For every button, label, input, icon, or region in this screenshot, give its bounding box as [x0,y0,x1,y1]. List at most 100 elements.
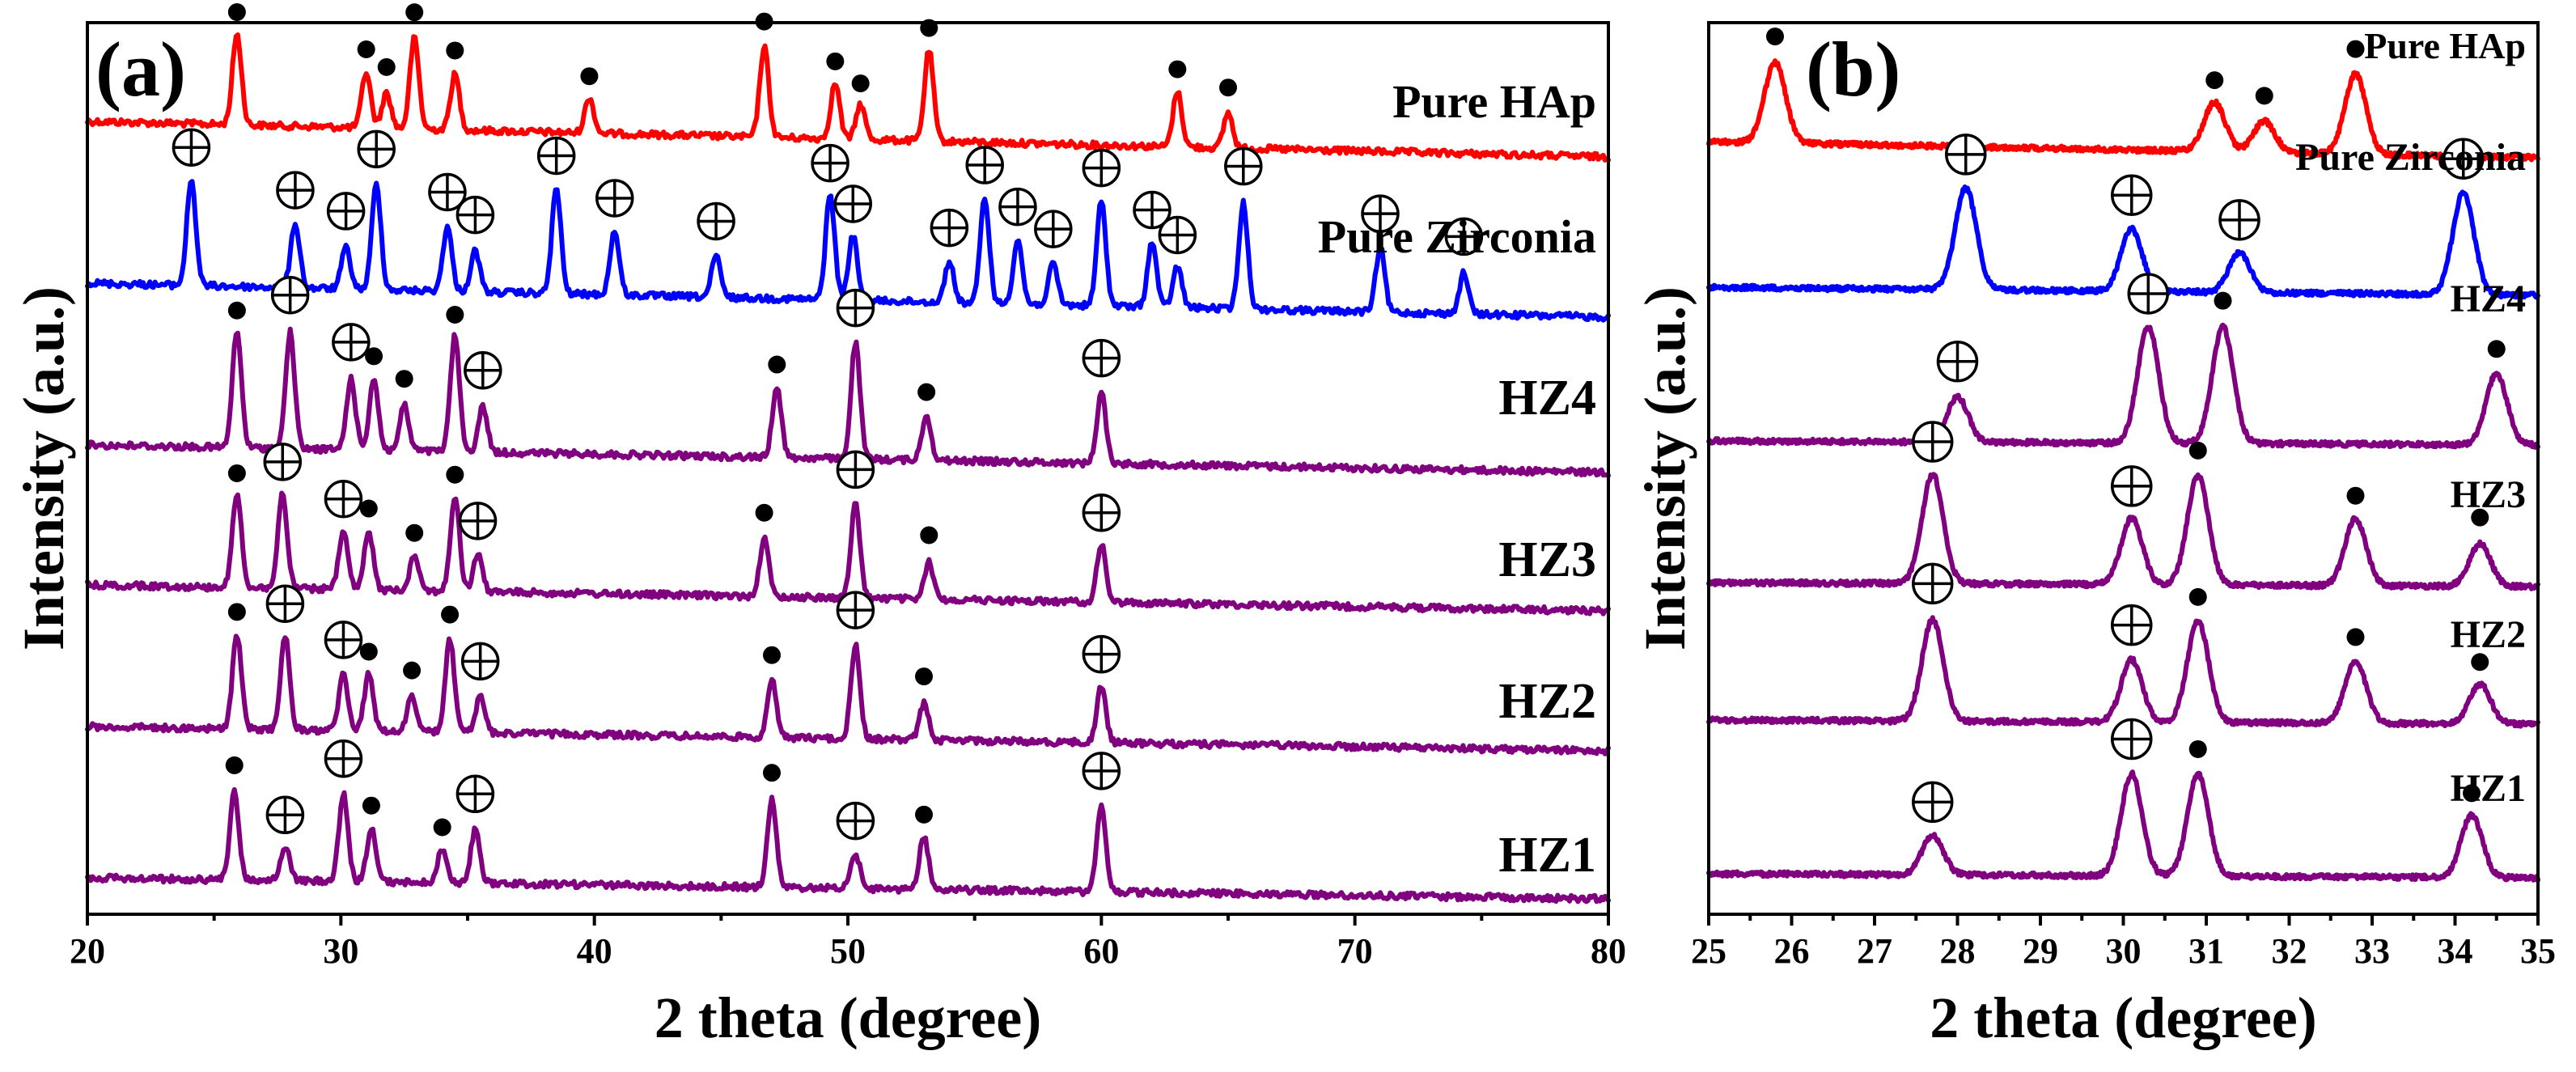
zirconia-peak-marker [326,192,366,231]
x-tick-label: 29 [2023,931,2058,971]
series-line-hz1 [1706,769,2540,883]
x-tick-label: 80 [1591,931,1626,971]
hap-peak-marker [395,370,413,388]
hap-peak-marker [359,499,378,518]
hap-peak-marker [580,67,599,86]
hap-peak-marker [359,642,378,661]
hap-peak-marker [362,796,380,815]
series-line-hz4 [85,326,1611,478]
hap-peak-marker [2188,739,2207,758]
hap-peak-marker [227,301,246,320]
zirconia-peak-marker [2443,138,2485,180]
hap-peak-marker [446,41,464,60]
zirconia-peak-marker [324,480,363,519]
series-line-pure-zirconia [1706,184,2540,300]
x-axis-label: 2 theta (degree) [655,985,1041,1050]
y-axis-label: Intensity (a.u.) [11,286,76,650]
hap-peak-marker [2471,508,2489,527]
zirconia-peak-marker [836,450,875,489]
zirconia-peak-marker [172,128,211,167]
zirconia-peak-marker [536,136,576,176]
x-tick-label: 25 [1691,931,1727,971]
hap-peak-marker [225,756,244,774]
zirconia-peak-marker [428,172,467,212]
series-label-hz1: HZ1 [2451,767,2526,810]
panel-label: (a) [95,26,186,112]
hap-peak-marker [915,667,933,686]
zirconia-peak-marker [1224,146,1263,186]
zirconia-peak-marker [965,146,1004,184]
hap-peak-marker [357,40,375,58]
zirconia-peak-marker [265,584,305,623]
series-label-hz2: HZ2 [2451,613,2526,656]
zirconia-peak-marker [324,739,363,778]
zirconia-peak-marker [836,591,875,629]
hap-peak-marker [2346,486,2365,505]
zirconia-peak-marker [930,208,969,248]
zirconia-peak-marker [1912,781,1954,824]
zirconia-peak-marker [460,642,500,681]
series-label-pure-zirconia: Pure Zirconia [1318,210,1596,263]
x-tick-label: 28 [1940,931,1976,971]
zirconia-peak-marker [455,774,495,814]
series-label-hz1: HZ1 [1498,828,1596,883]
zirconia-peak-marker [1936,341,1979,383]
x-tick-label: 60 [1083,931,1119,971]
series-line-hz3 [1706,472,2540,591]
series-label-hz3: HZ3 [2451,473,2526,516]
hap-peak-marker [763,764,781,782]
x-tick-label: 31 [2188,931,2224,971]
zirconia-peak-marker [998,187,1037,227]
zirconia-peak-marker [1082,634,1121,674]
zirconia-peak-marker [1034,210,1073,248]
zirconia-peak-marker [2218,199,2260,241]
zirconia-peak-marker [1444,217,1484,256]
hap-peak-marker [1168,60,1187,78]
x-tick-label: 32 [2272,931,2307,971]
series-line-hz1 [85,786,1611,905]
x-axis-label: 2 theta (degree) [1930,985,2316,1050]
hap-peak-marker [755,503,773,522]
panel-a: Pure HAp Pure Zirconia HZ4 HZ3 HZ2 HZ1 20 30 40 5… [11,2,1626,1050]
x-tick-label: 30 [2106,931,2142,971]
zirconia-peak-marker [458,502,498,540]
x-tick-label: 33 [2354,931,2390,971]
x-tick-label: 70 [1337,931,1373,971]
x-tick-label: 27 [1857,931,1892,971]
series-line-hz2 [1706,615,2540,729]
zirconia-peak-marker [1082,752,1121,790]
zirconia-peak-marker [455,195,495,235]
hap-peak-marker [2205,71,2224,90]
x-tick-label: 50 [830,931,866,971]
hap-peak-marker [227,464,246,482]
series-line-pure-hap [85,32,1611,163]
zirconia-peak-marker [2111,718,2153,761]
series-label-pure-hap: Pure HAp [1392,75,1596,128]
x-tick-label: 34 [2438,931,2473,971]
hap-peak-marker [2463,784,2481,803]
hap-peak-marker [433,818,451,837]
hap-peak-marker [446,306,464,324]
hap-peak-marker [405,3,424,22]
series-label-hz2: HZ2 [1498,674,1596,729]
series-label-hz4: HZ4 [2451,278,2526,320]
zirconia-peak-marker [357,129,396,169]
hap-peak-marker [920,526,938,544]
x-tick-label: 20 [70,931,105,971]
series-label-hz4: HZ4 [1498,371,1596,426]
hap-peak-marker [1219,78,1237,97]
hap-peak-marker [2188,441,2207,460]
series-label-pure-hap: Pure HAp [2364,25,2526,66]
hap-peak-marker [441,605,460,624]
panel-label: (b) [1806,26,1900,112]
panel-b: Pure HAp Pure Zirconia HZ4 HZ3 HZ2 HZ1 25 26 27 2… [1633,21,2556,1050]
zirconia-peak-marker [276,171,315,210]
zirconia-peak-marker [1912,562,1954,605]
hap-peak-marker [917,383,936,401]
hap-peak-marker [768,355,786,374]
zirconia-peak-marker [464,351,502,390]
zirconia-peak-marker [332,323,371,362]
series-line-hz4 [1706,322,2540,450]
hap-peak-marker [377,57,396,76]
